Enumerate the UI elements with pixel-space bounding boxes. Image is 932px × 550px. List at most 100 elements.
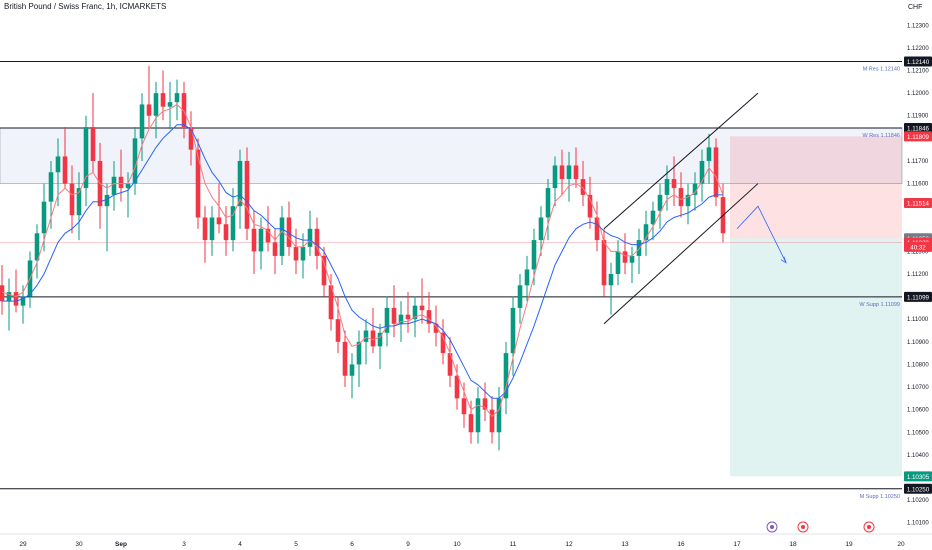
y-tick-label: 1.10600: [907, 408, 929, 414]
candle-body: [412, 305, 418, 320]
candle-body: [244, 160, 250, 229]
price-tag: [904, 131, 932, 142]
candle-body: [461, 398, 467, 415]
candle-body: [356, 341, 362, 365]
candle-body: [685, 194, 691, 207]
candle-body: [83, 127, 89, 189]
price-tag-text: 1.10305: [907, 474, 930, 481]
candle-body: [272, 242, 278, 256]
x-tick-label: 5: [294, 541, 298, 548]
channel-line-lower: [603, 183, 759, 325]
candle-body: [370, 330, 376, 347]
candle-body: [692, 183, 698, 195]
candle-body: [713, 147, 719, 198]
position-risk-zone: [730, 136, 902, 239]
candle-body: [496, 398, 502, 433]
candle-body: [181, 93, 187, 128]
candle-body: [643, 224, 649, 241]
candle-body: [580, 179, 586, 195]
candle-body: [517, 285, 523, 308]
event-icon-dot: [801, 525, 805, 529]
x-tick-label: Sep: [115, 541, 127, 548]
candle-body: [146, 104, 152, 116]
candle-body: [48, 172, 54, 202]
candle-body: [468, 414, 474, 433]
level-price-tag: [904, 483, 932, 494]
candle-body: [671, 179, 677, 189]
candle-body: [286, 217, 292, 247]
x-tick-label: 18: [789, 541, 797, 548]
event-icon-dot: [770, 525, 774, 529]
candle-body: [699, 160, 705, 184]
candle-body: [377, 332, 383, 347]
candle-body: [594, 217, 600, 241]
candle-body: [587, 194, 593, 218]
event-icon: [863, 521, 875, 533]
candle-body: [636, 240, 642, 256]
x-tick-label: 29: [19, 541, 27, 548]
candle-body: [629, 255, 635, 263]
candle-body: [391, 307, 397, 324]
candle-body: [6, 292, 12, 302]
position-reward-zone: [730, 238, 902, 477]
candle-body: [678, 188, 684, 207]
price-tag-text: 40:32: [910, 244, 926, 251]
candle-body: [349, 364, 355, 376]
y-tick-label: 1.10500: [907, 430, 929, 436]
candle-body: [90, 127, 96, 161]
y-tick-label: 1.11700: [907, 159, 929, 165]
candle-body: [104, 194, 110, 207]
x-tick-label: 17: [733, 541, 741, 548]
candle-body: [195, 149, 201, 218]
candle-body: [384, 307, 390, 333]
candle-body: [307, 228, 313, 247]
y-tick-label: 1.11300: [907, 249, 929, 255]
candle-body: [69, 183, 75, 216]
level-price-tag: [904, 122, 932, 133]
price-tag-text: 1.11514: [907, 201, 929, 208]
candle-body: [650, 210, 656, 225]
y-tick-label: 1.10200: [907, 498, 929, 504]
candle-body: [335, 319, 341, 342]
level-price-tag-text: 1.12140: [907, 59, 930, 66]
level-label: M Res 1.12140: [863, 66, 900, 72]
candle-body: [433, 323, 439, 333]
candle-body: [489, 409, 495, 433]
level-price-tag-text: 1.11099: [907, 294, 929, 301]
candle-body: [706, 147, 712, 161]
y-tick-label: 1.10400: [907, 453, 929, 459]
price-tag-text: 1.11809: [907, 134, 929, 141]
x-tick-label: 30: [75, 541, 83, 548]
candle-body: [503, 353, 509, 399]
price-tag: [904, 241, 932, 252]
candle-body: [118, 176, 124, 189]
x-tick-label: 20: [897, 541, 905, 548]
forecast-arrowhead: [780, 256, 787, 264]
candle-body: [510, 307, 516, 354]
candle-body: [13, 292, 19, 306]
candle-body: [237, 160, 243, 207]
level-label: W Res 1.11846: [862, 133, 900, 139]
candle-body: [300, 246, 306, 261]
x-tick-label: 9: [406, 541, 410, 548]
candle-body: [559, 165, 565, 180]
candle-body: [279, 217, 285, 256]
candle-body: [440, 332, 446, 354]
candle-body: [34, 233, 40, 261]
candle-body: [405, 314, 411, 320]
candle-body: [342, 341, 348, 376]
x-tick-label: 4: [238, 541, 242, 548]
candle-body: [216, 217, 222, 225]
y-tick-label: 1.11200: [907, 272, 929, 278]
price-tag: [904, 198, 932, 209]
candle-body: [202, 217, 208, 241]
candle-body: [160, 93, 166, 107]
candle-body: [20, 296, 26, 306]
candle-body: [538, 217, 544, 241]
ma-slow-line: [2, 124, 723, 399]
price-tag: [904, 471, 932, 482]
candle-body: [524, 269, 530, 286]
candle-body: [601, 240, 607, 286]
y-tick-label: 1.12000: [907, 91, 929, 97]
